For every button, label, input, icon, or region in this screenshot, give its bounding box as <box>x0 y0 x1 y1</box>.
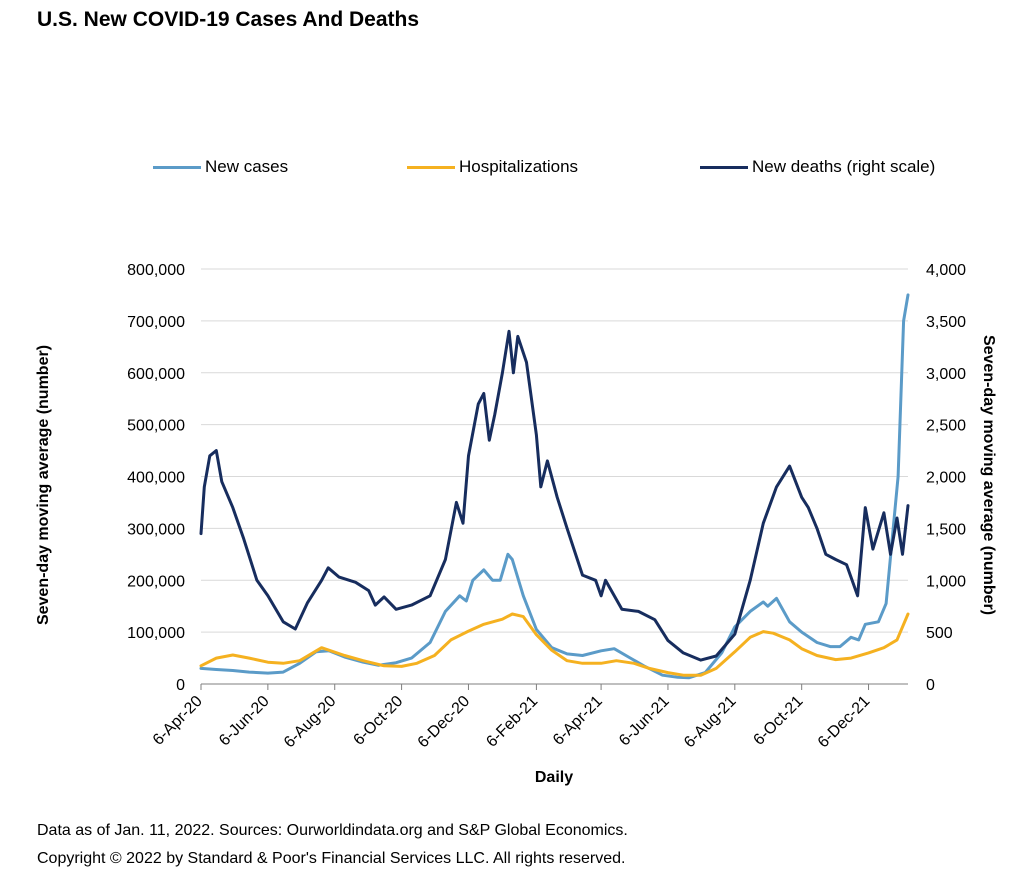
x-tick-label: 6-Feb-21 <box>483 693 541 751</box>
legend-swatch-hospitalizations <box>407 165 455 169</box>
y-tick-label-left: 0 <box>176 677 185 694</box>
y-axis-label-right: Seven-day moving average (number) <box>980 334 997 616</box>
legend-label-new-cases: New cases <box>205 157 289 176</box>
x-tick-label: 6-Dec-21 <box>815 693 874 752</box>
x-tick-label: 6-Aug-20 <box>281 693 340 752</box>
y-tick-label-right: 1,500 <box>926 521 966 538</box>
legend-item-new-cases: New cases <box>153 157 288 177</box>
x-tick-label: 6-Aug-21 <box>681 693 740 752</box>
y-tick-label-right: 3,000 <box>926 366 966 383</box>
y-tick-label-left: 500,000 <box>127 418 185 435</box>
y-tick-label-left: 800,000 <box>127 262 185 279</box>
y-tick-label-left: 100,000 <box>127 625 185 642</box>
y-tick-label-right: 0 <box>926 677 935 694</box>
x-tick-label: 6-Apr-20 <box>150 693 206 749</box>
x-axis-label: Daily <box>534 769 574 786</box>
y-tick-label-left: 600,000 <box>127 366 185 383</box>
x-tick-label: 6-Oct-20 <box>350 693 406 749</box>
series-line-hospitalizations <box>199 612 910 677</box>
x-tick-label: 6-Jun-21 <box>616 693 673 750</box>
chart-legend: New cases Hospitalizations New deaths (r… <box>0 157 1012 181</box>
legend-swatch-new-cases <box>153 165 201 169</box>
y-tick-label-right: 500 <box>926 625 953 642</box>
legend-label-new-deaths: New deaths (right scale) <box>752 157 936 176</box>
y-tick-label-right: 2,000 <box>926 470 966 487</box>
legend-label-hospitalizations: Hospitalizations <box>459 157 579 176</box>
x-tick-label: 6-Oct-21 <box>750 693 806 749</box>
y-tick-label-left: 300,000 <box>127 521 185 538</box>
x-tick-label: 6-Dec-20 <box>415 693 474 752</box>
y-tick-label-left: 700,000 <box>127 314 185 331</box>
y-tick-label-right: 1,000 <box>926 573 966 590</box>
y-tick-label-left: 400,000 <box>127 470 185 487</box>
chart-title: U.S. New COVID-19 Cases And Deaths <box>37 8 419 31</box>
legend-item-hospitalizations: Hospitalizations <box>407 157 578 177</box>
legend-item-new-deaths: New deaths (right scale) <box>700 157 935 177</box>
series-line-new-deaths-right-scale <box>199 329 910 662</box>
y-tick-label-right: 3,500 <box>926 314 966 331</box>
x-tick-label: 6-Apr-21 <box>550 693 606 749</box>
footer-copyright: Copyright © 2022 by Standard & Poor's Fi… <box>37 850 626 867</box>
footer-source-note: Data as of Jan. 11, 2022. Sources: Ourwo… <box>37 822 628 839</box>
y-tick-label-right: 2,500 <box>926 418 966 435</box>
legend-swatch-new-deaths <box>700 165 748 169</box>
y-tick-label-left: 200,000 <box>127 573 185 590</box>
x-tick-label: 6-Jun-20 <box>216 693 273 750</box>
y-tick-label-right: 4,000 <box>926 262 966 279</box>
y-axis-label-left: Seven-day moving average (number) <box>35 344 52 626</box>
